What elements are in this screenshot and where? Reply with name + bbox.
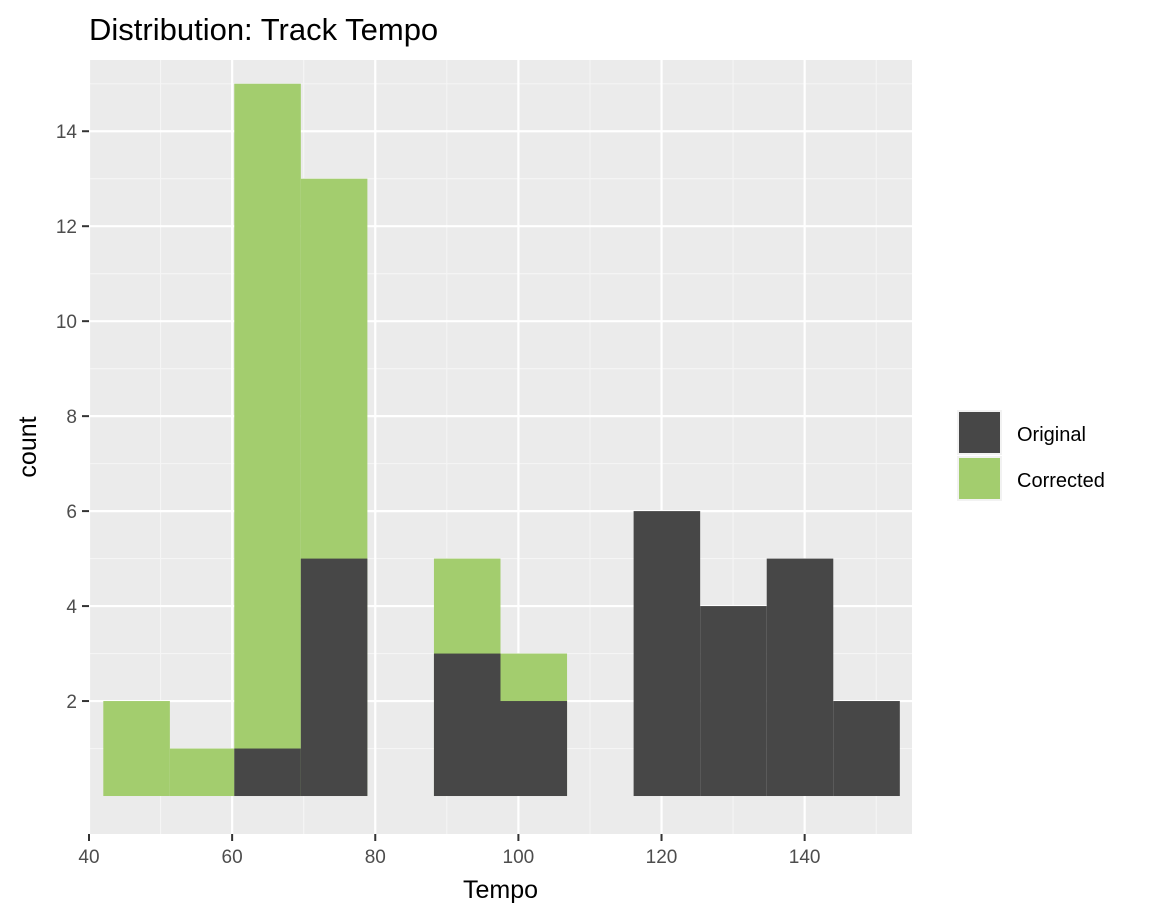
- y-tick-label: 12: [56, 217, 77, 238]
- corrected-bar: [103, 701, 170, 797]
- histogram-bars: [103, 83, 900, 797]
- original-bar: [234, 748, 301, 797]
- x-tick-label: 80: [365, 847, 386, 868]
- original-bar: [633, 511, 701, 797]
- x-tick-label: 120: [646, 847, 678, 868]
- y-tick-label: 2: [66, 692, 77, 713]
- y-tick-label: 10: [56, 312, 77, 333]
- corrected-legend-swatch: [959, 458, 1000, 499]
- original-bar: [833, 701, 900, 797]
- original-bar: [700, 606, 767, 797]
- corrected-legend-label: Corrected: [1017, 470, 1105, 492]
- y-axis-title: count: [14, 416, 42, 477]
- corrected-bar: [234, 83, 301, 797]
- x-tick-label: 140: [789, 847, 821, 868]
- x-axis: 40 60 80 100 120 140: [78, 834, 821, 868]
- original-legend-label: Original: [1017, 424, 1086, 446]
- y-tick-label: 14: [56, 122, 78, 143]
- corrected-bar: [169, 748, 235, 797]
- original-bar: [300, 558, 368, 797]
- original-bar: [766, 558, 834, 797]
- x-tick-label: 100: [503, 847, 535, 868]
- y-tick-label: 8: [66, 407, 77, 428]
- y-tick-label: 4: [66, 597, 77, 618]
- x-tick-label: 40: [78, 847, 99, 868]
- original-bar: [433, 653, 501, 797]
- x-axis-title: Tempo: [463, 876, 538, 904]
- y-tick-label: 6: [66, 502, 77, 523]
- original-legend-swatch: [959, 412, 1000, 453]
- original-bar: [500, 701, 568, 797]
- legend: Original Corrected: [957, 410, 1105, 501]
- chart-title: Distribution: Track Tempo: [89, 12, 438, 47]
- minor-gridlines: [89, 60, 912, 834]
- x-tick-label: 60: [222, 847, 243, 868]
- y-axis: 2 4 6 8 10 12 14: [56, 122, 89, 713]
